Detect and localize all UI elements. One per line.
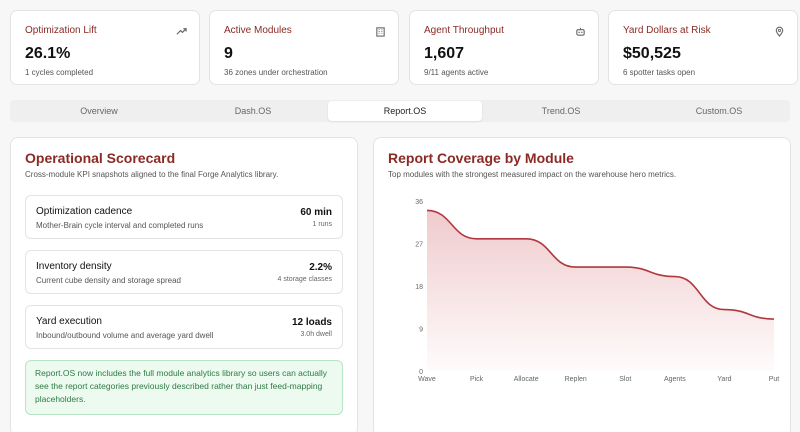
kpi-label: Active Modules — [224, 25, 292, 36]
series-line — [426, 209, 775, 320]
kpi-value: $50,525 — [623, 45, 681, 62]
coverage-subtitle: Top modules with the strongest measured … — [388, 170, 677, 179]
kpi-card-agent-throughput: Agent Throughput 1,607 9/11 agents activ… — [409, 10, 599, 85]
x-tick-label: Wave — [418, 376, 436, 383]
row-title: Optimization cadence — [36, 206, 133, 217]
tab-overview[interactable]: Overview — [80, 106, 118, 116]
kpi-label: Agent Throughput — [424, 25, 504, 36]
row-note: 4 storage classes — [277, 276, 332, 283]
map-pin-icon — [774, 24, 785, 37]
tab-custom-os[interactable]: Custom.OS — [695, 106, 743, 116]
series-area — [427, 210, 774, 371]
row-note: 1 runs — [312, 221, 332, 228]
y-tick-label: 9 — [419, 327, 423, 334]
tab-trend-os[interactable]: Trend.OS — [541, 106, 581, 116]
x-tick-label: Put — [769, 376, 780, 383]
kpi-label: Optimization Lift — [25, 25, 97, 36]
y-tick-label: 18 — [415, 284, 423, 291]
kpi-card-active-modules: Active Modules 9 36 zones under orchestr… — [209, 10, 399, 85]
scorecard-row-optimization: Optimization cadence Mother-Brain cycle … — [25, 195, 343, 239]
kpi-card-yard-dollars: Yard Dollars at Risk $50,525 6 spotter t… — [608, 10, 798, 85]
x-tick-label: Yard — [717, 376, 731, 383]
row-value: 2.2% — [309, 262, 332, 273]
x-tick-label: Pick — [470, 376, 484, 383]
kpi-sub: 36 zones under orchestration — [224, 68, 328, 77]
kpi-label: Yard Dollars at Risk — [623, 25, 711, 36]
row-value: 60 min — [300, 207, 332, 218]
kpi-value: 9 — [224, 45, 233, 62]
kpi-value: 1,607 — [424, 45, 465, 62]
report-os-note: Report.OS now includes the full module a… — [25, 360, 343, 415]
kpi-sub: 6 spotter tasks open — [623, 68, 696, 77]
module-tabs: Overview Dash.OS Report.OS Trend.OS Cust… — [10, 100, 790, 122]
scorecard-panel: Operational Scorecard Cross-module KPI s… — [10, 137, 358, 432]
kpi-card-optimization-lift: Optimization Lift 26.1% 1 cycles complet… — [10, 10, 200, 85]
x-tick-label: Agents — [664, 376, 686, 383]
row-value: 12 loads — [291, 317, 332, 328]
kpi-value: 26.1% — [25, 45, 71, 62]
row-title: Yard execution — [36, 316, 102, 327]
robot-icon — [575, 24, 586, 36]
trend-up-icon — [176, 24, 187, 35]
scorecard-row-yard: Yard execution Inbound/outbound volume a… — [25, 305, 343, 349]
coverage-title: Report Coverage by Module — [388, 150, 574, 166]
x-tick-label: Replen — [565, 376, 587, 383]
row-note: 3.0h dwell — [300, 331, 332, 338]
row-sub: Mother-Brain cycle interval and complete… — [36, 221, 204, 230]
row-sub: Current cube density and storage spread — [36, 276, 181, 285]
scorecard-subtitle: Cross-module KPI snapshots aligned to th… — [25, 170, 279, 179]
y-tick-label: 36 — [415, 199, 423, 206]
tab-report-os[interactable]: Report.OS — [328, 101, 482, 121]
scorecard-title: Operational Scorecard — [25, 150, 176, 166]
x-tick-label: Slot — [619, 376, 631, 383]
kpi-sub: 1 cycles completed — [25, 68, 94, 77]
row-title: Inventory density — [36, 261, 112, 272]
coverage-chart: 0 9 18 27 36 Wave Pick Allocate Replen Slot Agents… — [415, 199, 780, 383]
scorecard-row-inventory: Inventory density Current cube density a… — [25, 250, 343, 294]
coverage-panel: Report Coverage by Module Top modules wi… — [373, 137, 791, 432]
x-tick-label: Allocate — [514, 376, 539, 383]
tab-dash-os[interactable]: Dash.OS — [234, 106, 272, 116]
row-sub: Inbound/outbound volume and average yard… — [36, 331, 214, 340]
y-tick-label: 27 — [415, 242, 423, 249]
y-tick-label: 0 — [419, 369, 423, 376]
building-icon — [375, 24, 386, 37]
kpi-sub: 9/11 agents active — [424, 68, 489, 77]
